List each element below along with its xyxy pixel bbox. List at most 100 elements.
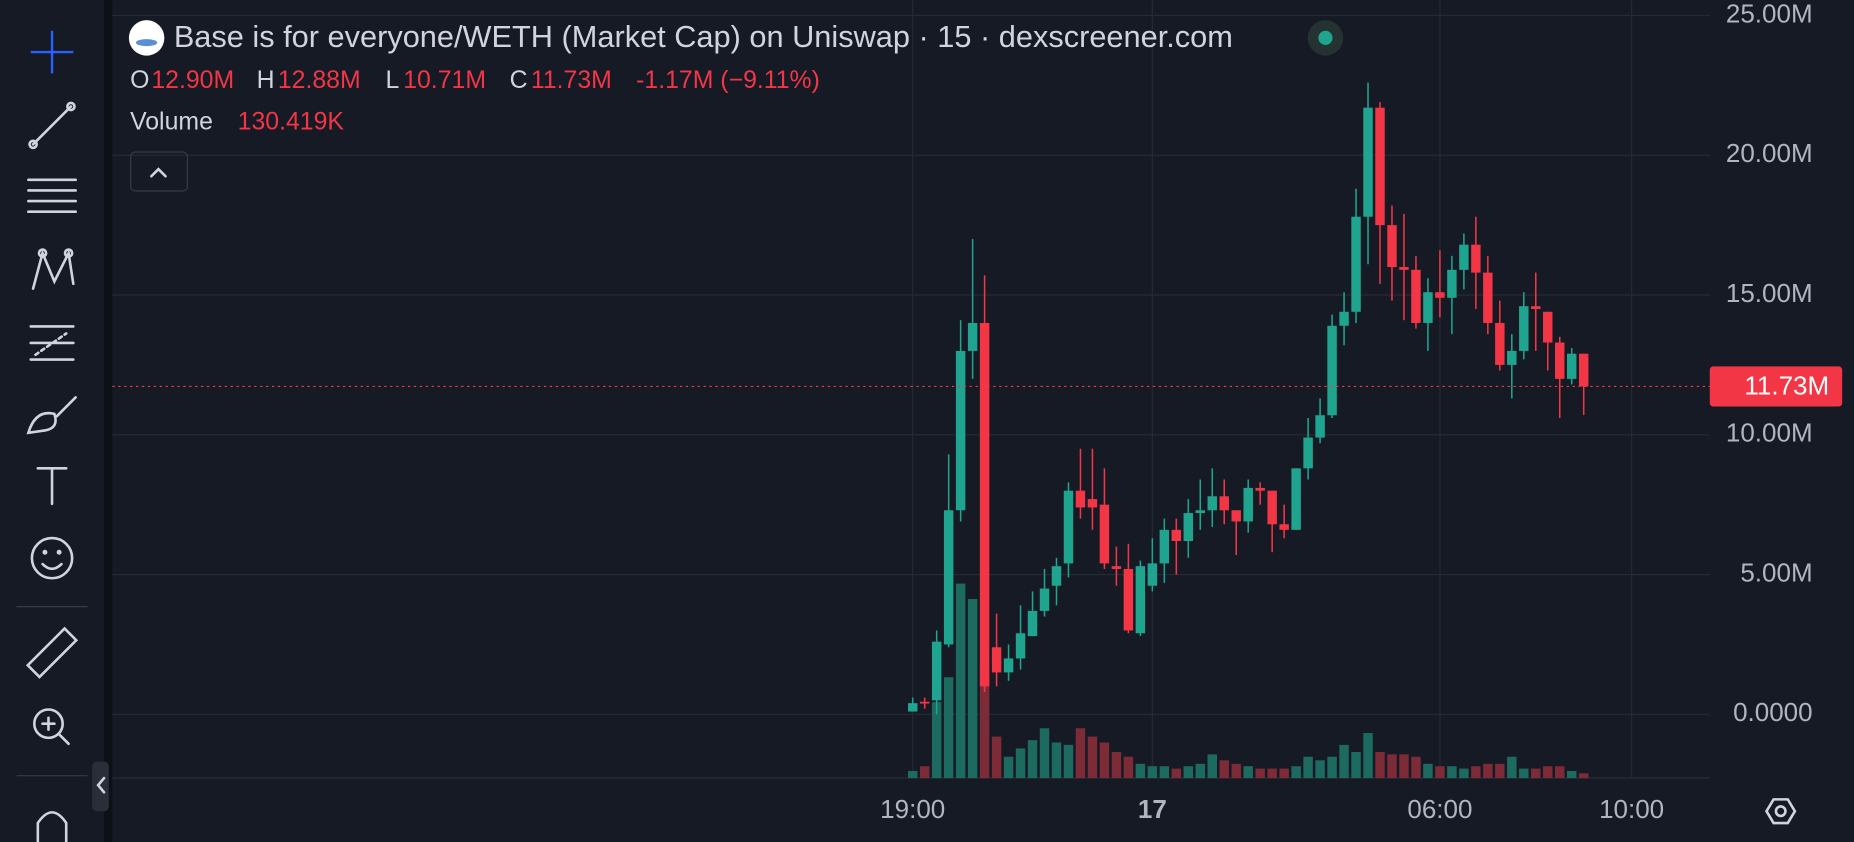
volume-bar: [1195, 763, 1206, 779]
volume-bar: [919, 766, 930, 779]
volume-bar: [1159, 766, 1170, 779]
last-price-badge: [1709, 366, 1843, 407]
candle-body: [1279, 524, 1289, 530]
candle-body: [931, 641, 942, 701]
candle-body: [991, 647, 1002, 673]
volume-bar: [1435, 766, 1445, 779]
volume-bar: [1459, 768, 1469, 779]
volume-bar: [1279, 768, 1289, 779]
volume-bar: [1255, 768, 1265, 779]
volume-bar: [943, 677, 954, 779]
volume-bar: [1507, 756, 1517, 779]
lines-tool[interactable]: [27, 178, 77, 214]
volume-bar: [1267, 768, 1277, 779]
candle-body: [1003, 658, 1014, 673]
volume-bar: [1315, 760, 1325, 779]
y-tick-label: 5.00M: [1740, 557, 1812, 587]
volume-bar: [1351, 751, 1361, 779]
volume-bar: [1219, 760, 1229, 779]
candle-body: [1327, 325, 1337, 416]
toolbar: [16, 30, 109, 842]
volume-bar: [1123, 756, 1134, 779]
volume-bar: [1339, 744, 1349, 779]
magnet-tool[interactable]: [36, 811, 68, 842]
crosshair-tool[interactable]: [30, 30, 74, 74]
candle-body: [1447, 269, 1457, 298]
plot: [112, 0, 1710, 779]
volume-bar: [1555, 766, 1565, 779]
emoji-tool[interactable]: [30, 536, 74, 580]
candle-body: [1267, 490, 1277, 525]
pattern-tool[interactable]: [31, 248, 75, 290]
volume-bar: [1015, 748, 1026, 779]
brush-tool[interactable]: [26, 396, 77, 435]
volume-bar: [1471, 766, 1481, 779]
trendline-tool[interactable]: [28, 101, 76, 150]
candle-body: [1183, 513, 1194, 542]
volume-bar: [1566, 770, 1577, 779]
volume-bar: [1111, 751, 1122, 779]
candle-body: [1075, 490, 1086, 508]
candle-body: [1507, 350, 1517, 365]
candle-body: [979, 322, 990, 687]
volume-bar: [1087, 736, 1098, 779]
volume-bar: [1327, 756, 1337, 779]
candle-body: [1087, 499, 1098, 508]
candle-body: [1063, 490, 1074, 564]
candle-body: [1135, 566, 1146, 634]
volume-bar: [1495, 763, 1505, 779]
candle-body: [1171, 529, 1182, 542]
volume-bar: [1243, 766, 1253, 779]
candle-body: [1387, 225, 1397, 268]
candle-body: [1363, 107, 1373, 217]
candle-body: [1459, 244, 1469, 270]
volume-bar: [931, 702, 942, 779]
volume-bar: [1051, 742, 1062, 779]
candle-body: [1159, 529, 1170, 564]
volume-bar: [1531, 768, 1541, 779]
volume-bar: [1423, 763, 1433, 779]
y-tick-label: 10.00M: [1726, 418, 1813, 448]
settings-button[interactable]: [1764, 798, 1797, 825]
candle-body: [1566, 353, 1577, 379]
candle-body: [1411, 269, 1421, 323]
ohlc-value: 11.73M: [531, 67, 612, 94]
volume-bar: [1135, 763, 1146, 779]
ohlc-key: C: [510, 67, 528, 94]
candle-body: [1351, 216, 1361, 312]
x-tick-label: 06:00: [1407, 794, 1472, 824]
candle-body: [1027, 610, 1038, 637]
x-tick-label: 17: [1138, 794, 1167, 824]
candle-body: [1423, 292, 1433, 323]
volume-bar: [1483, 763, 1493, 779]
fib-tool[interactable]: [29, 325, 75, 361]
candle-body: [1123, 568, 1134, 631]
volume-bar: [1399, 754, 1409, 779]
volume-bar: [1063, 744, 1074, 779]
volume-bar: [967, 598, 978, 779]
candle-body: [1255, 487, 1265, 491]
zoom-tool[interactable]: [32, 708, 70, 746]
volume-bar: [1207, 754, 1217, 779]
ohlc-value: 10.71M: [403, 67, 486, 94]
candle-body: [1243, 487, 1253, 522]
volume-bar: [1578, 773, 1589, 779]
price-change: -1.17M (−9.11%): [636, 67, 820, 94]
candle-body: [1483, 272, 1493, 323]
chart-title: Base is for everyone/WETH (Market Cap) o…: [174, 19, 1233, 54]
volume-bar: [1543, 766, 1553, 779]
y-tick-label: 15.00M: [1726, 278, 1813, 308]
text-tool[interactable]: [36, 466, 68, 506]
candle-body: [967, 322, 978, 351]
volume-bar: [979, 659, 990, 779]
volume-bar: [1411, 756, 1421, 779]
ohlc-key: H: [257, 67, 275, 94]
ruler-tool[interactable]: [25, 626, 79, 679]
collapse-legend[interactable]: [130, 151, 189, 192]
volume-bar: [1039, 728, 1050, 779]
ohlc-key: L: [385, 67, 399, 94]
volume-bar: [1231, 763, 1241, 779]
